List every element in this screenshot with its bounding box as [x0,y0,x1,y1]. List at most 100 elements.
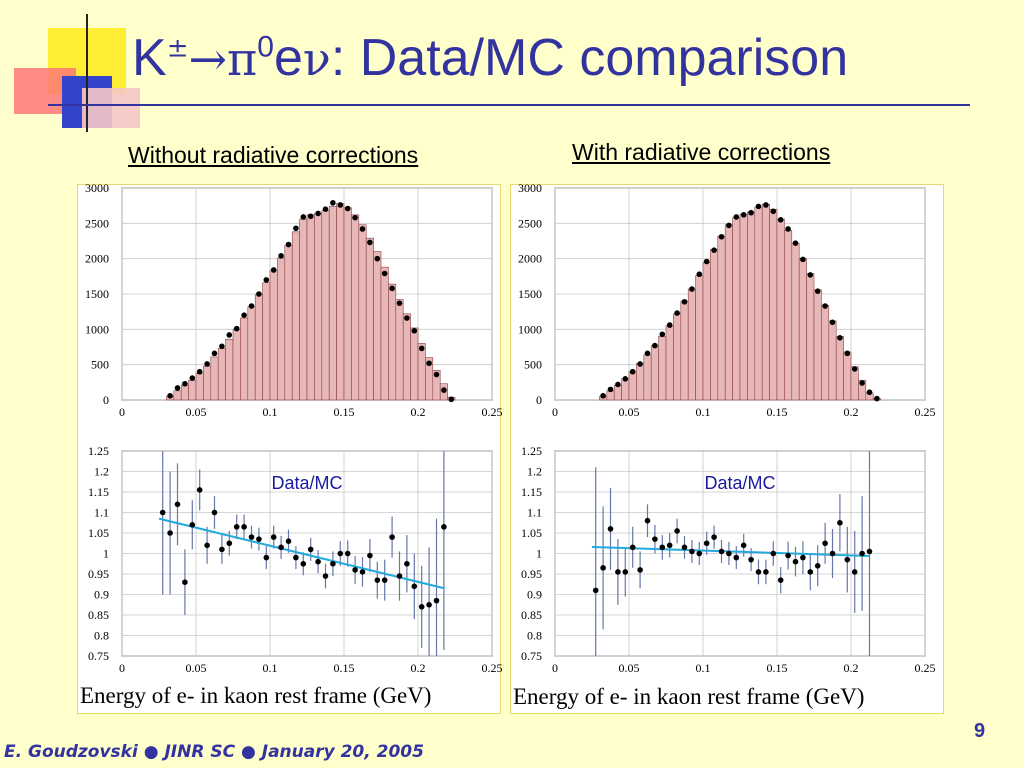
data-point [381,270,388,277]
data-point [233,325,240,332]
data-point [696,271,703,278]
data-point [389,285,395,292]
data-point [352,214,358,221]
y-tick-label: 1.25 [88,444,109,458]
data-point [219,343,225,350]
x-tick-label: 0.25 [915,661,936,675]
data-point [300,560,307,567]
page-number: 9 [974,720,986,742]
x-tick-label: 0.1 [263,405,278,419]
y-tick-label: 1000 [518,322,542,336]
y-tick-label: 1.2 [94,465,109,479]
x-tick-label: 0 [552,405,558,419]
data-point [711,247,717,253]
y-tick-label: 1000 [85,322,109,336]
data-point [718,233,725,240]
data-point [733,214,740,220]
data-point [607,526,614,532]
data-point [270,534,277,540]
deco-vertical-line [86,14,88,132]
data-point [256,291,262,297]
data-point [278,544,284,551]
x-tick-label: 0.2 [844,405,859,419]
data-point [874,395,880,402]
deco-pink-square [82,88,140,128]
data-point [426,601,432,608]
data-point [441,387,447,393]
x-tick-label: 0 [119,661,125,675]
data-point [770,208,777,215]
y-tick-label: 0.8 [94,629,109,643]
x-tick-label: 0.25 [915,405,936,419]
data-point [174,385,181,391]
data-point [293,225,299,232]
title-text: : Data/MC comparison [330,29,849,87]
y-tick-label: 500 [91,358,109,372]
data-point [837,335,843,341]
data-point [763,202,769,208]
y-tick-label: 2500 [85,216,109,230]
data-point [389,534,395,540]
data-point [644,350,651,357]
x-tick-label: 0.15 [334,661,355,675]
title-pi: π [227,32,258,86]
y-tick-label: 0 [103,393,109,407]
data-point [322,206,329,212]
x-tick-label: 0.1 [696,661,711,675]
data-point [204,542,210,549]
data-point [666,542,673,549]
title-electron: e [273,29,303,87]
data-point [182,579,188,585]
data-point [726,550,732,557]
x-tick-label: 0.05 [186,661,207,675]
data-point [600,565,606,571]
x-tick-label: 0.25 [482,405,503,419]
data-point [829,550,836,557]
data-point [703,258,710,265]
data-point [359,569,366,575]
data-point [433,371,440,378]
data-point [241,524,247,530]
y-tick-label: 2000 [518,252,542,266]
data-point [807,569,814,575]
data-point [226,540,233,547]
data-point [159,509,166,516]
data-point [367,552,373,559]
data-point [285,241,292,248]
data-point [418,345,425,352]
data-point [381,577,388,583]
data-point [829,319,836,326]
data-point [211,350,218,357]
y-tick-label: 1.15 [88,485,109,499]
data-point [777,217,784,223]
y-tick-label: 0.85 [521,608,542,622]
y-tick-label: 500 [524,358,542,372]
y-tick-label: 1.1 [94,506,109,520]
data-point [211,509,218,516]
data-point [652,536,658,542]
data-point [740,542,747,549]
data-point [404,560,410,567]
data-point [785,226,791,232]
x-tick-label: 0.2 [844,661,859,675]
x-tick-label: 0.05 [619,661,640,675]
data-point [674,528,680,534]
y-tick-label: 0.75 [521,649,542,663]
data-point [718,548,725,555]
data-point [814,563,821,569]
data-point [644,517,651,524]
subtitle-with-radiative: With radiative corrections [572,139,831,165]
data-point [696,550,703,557]
data-point [615,381,621,388]
x-tick-label: 0.15 [767,661,788,675]
data-point [263,277,270,283]
data-point [396,573,403,579]
data-point [344,550,351,557]
data-point [285,538,292,544]
y-tick-label: 1 [103,547,109,561]
data-point [196,368,203,375]
data-point [637,567,643,573]
x-tick-label: 0.15 [334,405,355,419]
y-tick-label: 1 [536,547,542,561]
